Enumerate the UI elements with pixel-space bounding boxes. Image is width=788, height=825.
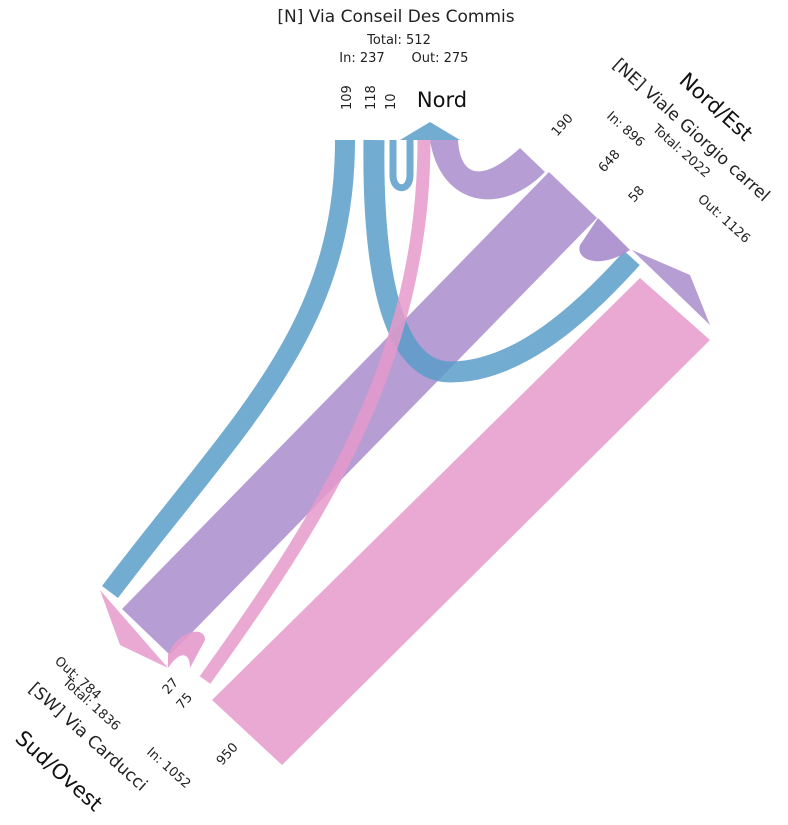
flow-sw-to-ne: [212, 278, 710, 765]
north-total: Total: 512: [366, 33, 431, 48]
north-count-3: 10: [384, 93, 399, 110]
northeast-arrow: [632, 250, 710, 325]
north-approach-name: [N] Via Conseil Des Commis: [277, 7, 514, 27]
northeast-out: Out: 1126: [694, 192, 752, 247]
north-out: Out: 275: [412, 51, 469, 66]
north-arrow: [400, 122, 460, 140]
northeast-count-2: 648: [596, 147, 624, 175]
southwest-count-2: 75: [174, 690, 196, 712]
southwest-in: In: 1052: [143, 745, 193, 792]
north-labels: [N] Via Conseil Des Commis Total: 512 In…: [277, 7, 514, 112]
flow-n-to-ne: [363, 139, 640, 383]
southwest-count-1: 27: [160, 675, 182, 697]
flow-ne-to-ne: [579, 218, 630, 262]
southwest-count-3: 950: [214, 740, 242, 768]
southwest-arrow: [100, 590, 168, 668]
flow-n-to-n: [389, 140, 414, 192]
north-in: In: 237: [339, 51, 384, 66]
flows: [102, 139, 710, 765]
flow-n-to-sw: [102, 139, 355, 599]
northeast-in: In: 896: [603, 109, 647, 151]
north-count-1: 109: [340, 85, 355, 110]
north-count-2: 118: [364, 85, 379, 110]
northeast-count-1: 190: [549, 111, 577, 139]
north-direction: Nord: [417, 88, 467, 112]
flow-sw-to-n: [199, 139, 431, 684]
flow-ne-to-n: [430, 140, 545, 200]
arrows: [100, 122, 710, 668]
northeast-count-3: 58: [626, 183, 648, 205]
flow-sw-to-sw: [168, 631, 205, 668]
